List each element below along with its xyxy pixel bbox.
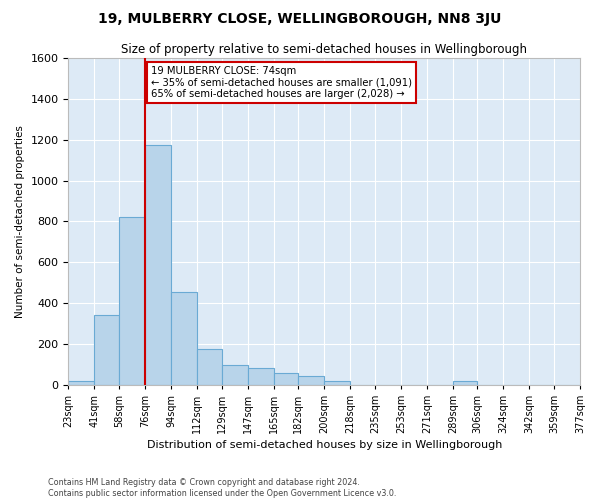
Bar [119,218,145,384]
Bar [171,292,197,384]
Title: Size of property relative to semi-detached houses in Wellingborough: Size of property relative to semi-detach… [121,42,527,56]
Bar [221,366,248,384]
Bar [298,376,324,384]
Text: Contains HM Land Registry data © Crown copyright and database right 2024.
Contai: Contains HM Land Registry data © Crown c… [48,478,397,498]
X-axis label: Distribution of semi-detached houses by size in Wellingborough: Distribution of semi-detached houses by … [146,440,502,450]
Text: 19, MULBERRY CLOSE, WELLINGBOROUGH, NN8 3JU: 19, MULBERRY CLOSE, WELLINGBOROUGH, NN8 … [98,12,502,26]
Bar [94,316,119,384]
Bar [324,380,350,384]
Bar [68,380,94,384]
Bar [274,374,298,384]
Bar [453,380,478,384]
Text: 19 MULBERRY CLOSE: 74sqm
← 35% of semi-detached houses are smaller (1,091)
65% o: 19 MULBERRY CLOSE: 74sqm ← 35% of semi-d… [151,66,412,100]
Y-axis label: Number of semi-detached properties: Number of semi-detached properties [15,125,25,318]
Bar [145,145,171,384]
Bar [197,349,221,384]
Bar [248,368,274,384]
